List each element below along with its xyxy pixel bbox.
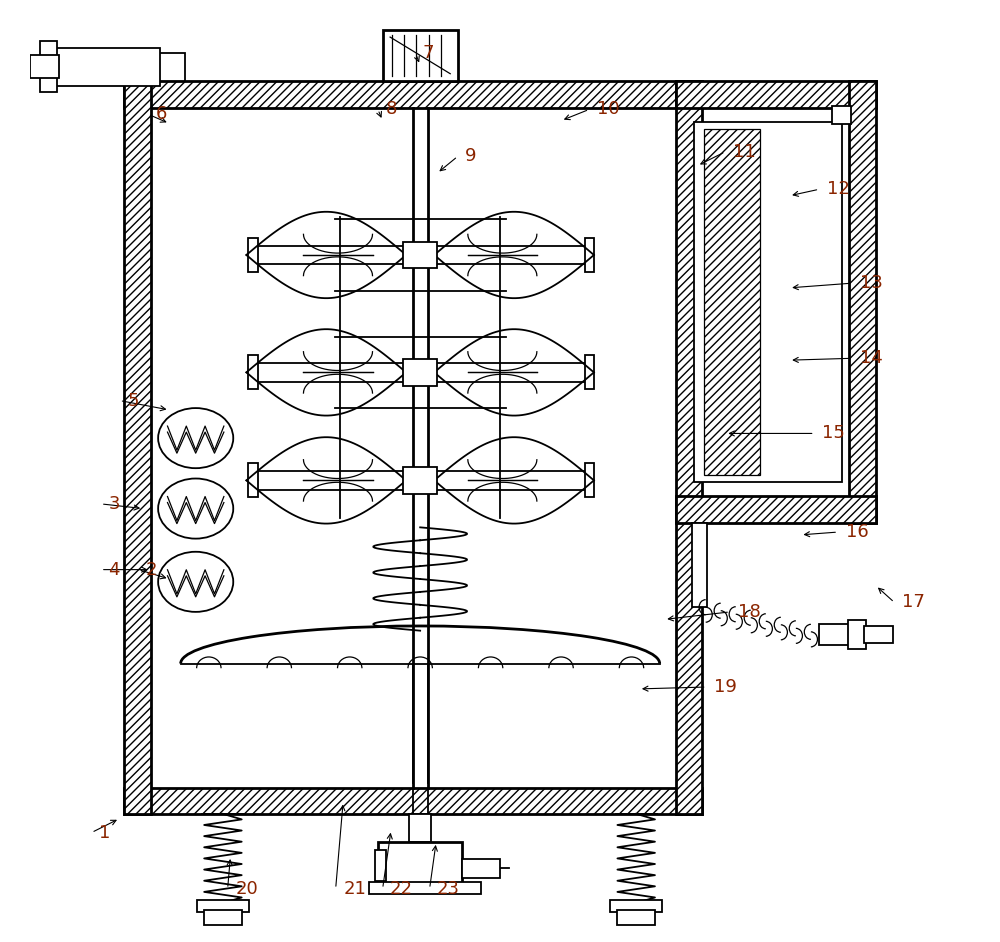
- Bar: [819, 625, 849, 644]
- Text: 1: 1: [99, 823, 110, 841]
- Text: 17: 17: [902, 593, 925, 611]
- Polygon shape: [468, 372, 537, 393]
- Text: 11: 11: [733, 142, 756, 161]
- Bar: [617, 910, 655, 925]
- Text: 3: 3: [108, 495, 120, 512]
- Bar: [676, 107, 849, 496]
- Text: 15: 15: [822, 425, 845, 443]
- Bar: [403, 242, 437, 268]
- Bar: [248, 238, 258, 272]
- Text: 13: 13: [860, 274, 883, 292]
- Polygon shape: [468, 235, 537, 255]
- Polygon shape: [246, 437, 406, 524]
- Polygon shape: [303, 372, 373, 393]
- Bar: [378, 842, 462, 889]
- Bar: [44, 48, 160, 86]
- Bar: [462, 859, 500, 878]
- Text: 9: 9: [465, 147, 477, 166]
- Polygon shape: [434, 437, 594, 524]
- Bar: [585, 355, 594, 389]
- Bar: [124, 81, 702, 107]
- Bar: [124, 788, 702, 814]
- Bar: [197, 901, 249, 913]
- Polygon shape: [468, 351, 537, 372]
- Bar: [40, 41, 57, 92]
- Bar: [694, 122, 842, 482]
- Bar: [704, 129, 760, 475]
- Bar: [151, 107, 676, 788]
- Text: 14: 14: [860, 349, 883, 367]
- Bar: [369, 883, 481, 894]
- Text: 21: 21: [343, 880, 366, 898]
- Bar: [30, 55, 59, 78]
- Text: 12: 12: [827, 180, 850, 198]
- Bar: [848, 621, 866, 648]
- Text: 5: 5: [127, 392, 139, 410]
- Polygon shape: [468, 255, 537, 276]
- Text: 2: 2: [146, 560, 157, 578]
- Polygon shape: [303, 480, 373, 501]
- Bar: [204, 910, 242, 925]
- Text: 10: 10: [597, 101, 619, 119]
- Bar: [124, 81, 151, 814]
- Text: 20: 20: [235, 880, 258, 898]
- Bar: [155, 53, 185, 81]
- Polygon shape: [303, 255, 373, 276]
- Polygon shape: [434, 212, 594, 299]
- Bar: [383, 29, 458, 81]
- Bar: [692, 523, 707, 608]
- Text: 18: 18: [738, 603, 760, 621]
- Text: 19: 19: [714, 678, 737, 696]
- Polygon shape: [303, 460, 373, 480]
- Text: 22: 22: [390, 880, 413, 898]
- Text: 8: 8: [385, 101, 397, 119]
- Text: 7: 7: [423, 44, 434, 62]
- Text: 16: 16: [846, 523, 868, 541]
- Bar: [248, 355, 258, 389]
- Bar: [409, 814, 431, 842]
- Bar: [403, 467, 437, 494]
- Polygon shape: [303, 235, 373, 255]
- Polygon shape: [434, 329, 594, 415]
- Bar: [585, 238, 594, 272]
- Bar: [676, 81, 876, 107]
- Ellipse shape: [158, 479, 233, 539]
- Text: 6: 6: [155, 106, 167, 123]
- Text: 4: 4: [108, 560, 120, 578]
- Bar: [375, 850, 386, 882]
- Bar: [610, 901, 662, 913]
- Bar: [849, 81, 876, 523]
- Ellipse shape: [158, 408, 233, 468]
- Polygon shape: [303, 351, 373, 372]
- Bar: [676, 496, 876, 523]
- Ellipse shape: [158, 552, 233, 612]
- Polygon shape: [468, 480, 537, 501]
- Polygon shape: [246, 329, 406, 415]
- Bar: [403, 359, 437, 385]
- Bar: [585, 463, 594, 497]
- Bar: [676, 81, 702, 814]
- Polygon shape: [246, 212, 406, 299]
- Bar: [864, 626, 893, 642]
- Bar: [832, 106, 851, 124]
- Polygon shape: [468, 460, 537, 480]
- Text: 23: 23: [437, 880, 460, 898]
- Bar: [248, 463, 258, 497]
